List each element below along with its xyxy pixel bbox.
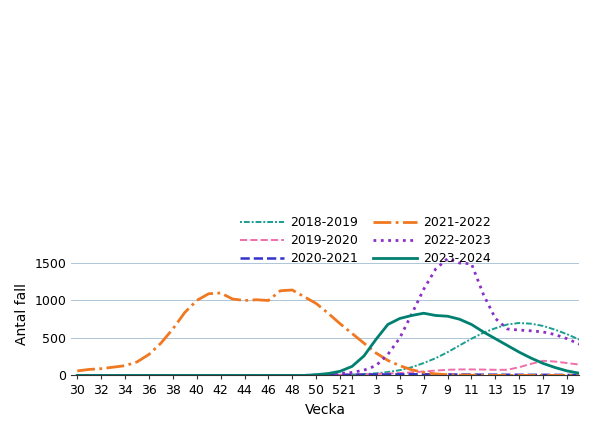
2019-2020 [539,358,546,363]
Line: 2023-2024: 2023-2024 [77,313,594,375]
X-axis label: Vecka: Vecka [305,403,346,417]
2019-2020 [241,373,248,378]
2023-2024 [444,314,451,319]
2021-2022 [74,368,81,374]
2020-2021 [74,373,81,378]
2022-2023 [74,373,81,378]
2020-2021 [444,372,451,377]
2019-2020 [564,360,571,365]
2022-2023 [480,292,487,297]
2023-2024 [456,317,463,322]
2022-2023 [564,336,571,341]
2022-2023 [444,256,451,261]
Line: 2020-2021: 2020-2021 [77,374,594,375]
2021-2022 [576,373,583,378]
Y-axis label: Antal fall: Antal fall [15,283,29,345]
2021-2022 [492,373,499,378]
2018-2019 [468,336,475,341]
2020-2021 [456,372,463,377]
2021-2022 [504,373,511,378]
2018-2019 [74,373,81,378]
2018-2019 [516,321,523,326]
2021-2022 [289,287,296,292]
2022-2023 [456,260,463,266]
2022-2023 [241,373,248,378]
2019-2020 [468,367,475,372]
2021-2022 [456,372,463,378]
2022-2023 [432,267,439,272]
2023-2024 [74,373,81,378]
Line: 2022-2023: 2022-2023 [77,258,594,375]
2020-2021 [408,372,415,377]
2018-2019 [444,349,451,355]
2019-2020 [444,367,451,372]
2020-2021 [241,373,248,378]
2021-2022 [241,298,248,303]
Line: 2021-2022: 2021-2022 [77,290,594,375]
2018-2019 [241,373,248,378]
Line: 2018-2019: 2018-2019 [77,323,594,375]
2021-2022 [480,373,487,378]
2018-2019 [564,332,571,337]
2023-2024 [564,368,571,374]
Line: 2019-2020: 2019-2020 [77,361,594,375]
2023-2024 [420,311,427,316]
2019-2020 [74,373,81,378]
Legend: 2018-2019, 2019-2020, 2020-2021, 2021-2022, 2022-2023, 2023-2024: 2018-2019, 2019-2020, 2020-2021, 2021-20… [235,211,496,270]
2020-2021 [564,372,571,378]
2020-2021 [480,372,487,377]
2021-2022 [444,372,451,377]
2023-2024 [480,329,487,334]
2018-2019 [432,356,439,361]
2019-2020 [432,368,439,373]
2023-2024 [241,373,248,378]
